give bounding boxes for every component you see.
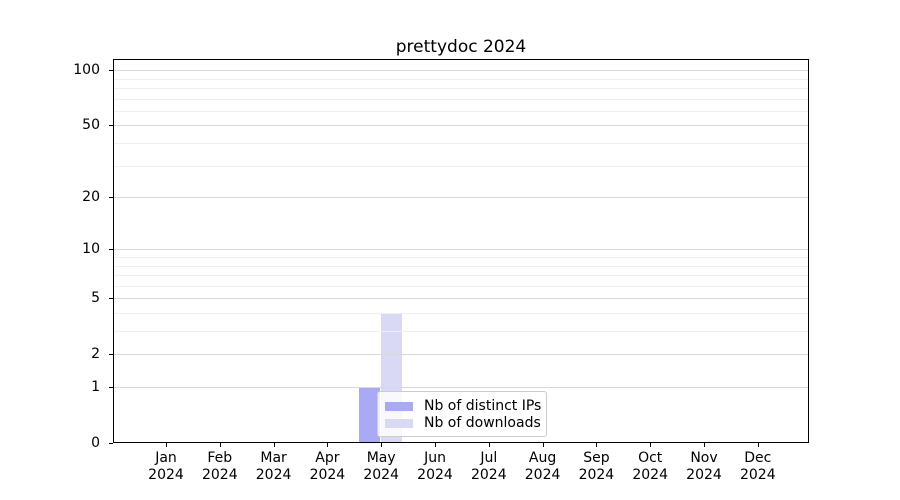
x-tick-month: Sep xyxy=(583,450,610,466)
y-tick-mark xyxy=(109,297,113,299)
x-tick-label: May 2024 xyxy=(346,450,416,484)
y-minor-gridline xyxy=(114,285,808,287)
x-tick-mark xyxy=(166,443,167,447)
x-tick-label: Mar 2024 xyxy=(239,450,309,484)
x-tick-month: Jun xyxy=(424,450,446,466)
x-tick-label: Jul 2024 xyxy=(454,450,524,484)
x-tick-year: 2024 xyxy=(632,467,668,483)
y-tick-label: 5 xyxy=(91,290,100,307)
y-tick-mark xyxy=(109,353,113,355)
y-tick-mark xyxy=(109,442,113,444)
y-tick-mark xyxy=(109,386,113,388)
x-tick-label: Oct 2024 xyxy=(615,450,685,484)
x-tick-mark xyxy=(327,443,329,447)
y-tick-label: 50 xyxy=(82,117,100,134)
legend-item-distinct-ips: Nb of distinct IPs xyxy=(385,398,546,415)
y-major-gridline xyxy=(114,298,808,300)
y-minor-gridline xyxy=(114,110,808,112)
x-tick-mark xyxy=(273,443,275,447)
y-tick-mark xyxy=(109,196,113,198)
x-tick-mark xyxy=(542,443,544,447)
x-tick-month: May xyxy=(366,450,396,466)
x-tick-mark xyxy=(219,443,221,447)
legend-item-downloads: Nb of downloads xyxy=(385,415,546,432)
y-major-gridline xyxy=(114,249,808,251)
y-minor-gridline xyxy=(114,88,808,89)
x-tick-year: 2024 xyxy=(578,467,615,483)
y-tick-mark xyxy=(109,124,113,126)
y-major-gridline xyxy=(114,197,808,199)
x-tick-month: Jan xyxy=(155,450,177,466)
x-tick-year: 2024 xyxy=(739,467,776,483)
x-tick-month: Aug xyxy=(528,450,557,466)
y-tick-label: 100 xyxy=(73,62,100,79)
x-tick-month: Apr xyxy=(315,450,340,466)
x-tick-mark xyxy=(488,443,490,447)
y-minor-gridline xyxy=(114,331,808,332)
x-tick-mark xyxy=(596,443,598,447)
x-tick-year: 2024 xyxy=(363,467,399,483)
x-tick-mark xyxy=(757,443,759,447)
y-tick-mark xyxy=(109,69,113,71)
x-tick-year: 2024 xyxy=(470,467,507,483)
x-tick-label: Dec 2024 xyxy=(723,450,793,484)
x-tick-label: Nov 2024 xyxy=(669,450,739,484)
x-tick-label: Feb 2024 xyxy=(185,450,255,484)
legend: Nb of distinct IPs Nb of downloads xyxy=(377,391,547,437)
x-tick-year: 2024 xyxy=(255,467,292,483)
x-tick-mark xyxy=(435,443,436,447)
bar-nb-of-distinct-ips xyxy=(359,387,381,443)
y-minor-gridline xyxy=(114,265,808,267)
x-tick-label: Aug 2024 xyxy=(508,450,578,484)
x-tick-month: Nov xyxy=(690,450,718,466)
y-tick-label: 0 xyxy=(91,435,100,451)
x-tick-month: Mar xyxy=(260,450,287,466)
x-tick-year: 2024 xyxy=(201,467,238,483)
y-minor-gridline xyxy=(114,165,808,167)
y-major-gridline xyxy=(114,354,808,356)
x-tick-year: 2024 xyxy=(524,467,561,483)
x-tick-month: Jul xyxy=(480,450,498,466)
y-major-gridline xyxy=(114,125,808,127)
legend-swatch-distinct-ips xyxy=(385,402,413,411)
y-tick-mark xyxy=(109,248,113,250)
y-minor-gridline xyxy=(114,98,808,100)
legend-swatch-downloads xyxy=(385,419,413,428)
x-tick-year: 2024 xyxy=(686,467,722,483)
y-tick-label: 2 xyxy=(91,346,100,363)
x-tick-year: 2024 xyxy=(148,467,184,483)
legend-label-downloads: Nb of downloads xyxy=(424,415,541,431)
plot-frame xyxy=(113,59,809,443)
y-tick-label: 10 xyxy=(82,241,100,258)
y-minor-gridline xyxy=(114,256,808,258)
x-tick-label: Sep 2024 xyxy=(561,450,631,484)
y-tick-label: 1 xyxy=(91,379,100,395)
x-tick-label: Jun 2024 xyxy=(400,450,470,484)
x-tick-year: 2024 xyxy=(417,467,453,483)
x-tick-month: Dec xyxy=(744,450,772,466)
chart-title: prettydoc 2024 xyxy=(395,37,527,57)
x-tick-year: 2024 xyxy=(309,467,346,483)
y-minor-gridline xyxy=(114,312,808,314)
legend-label-distinct-ips: Nb of distinct IPs xyxy=(424,398,542,414)
y-minor-gridline xyxy=(114,143,808,144)
x-tick-label: Apr 2024 xyxy=(292,450,362,484)
y-tick-label: 20 xyxy=(82,189,100,206)
x-tick-month: Feb xyxy=(207,450,233,466)
y-minor-gridline xyxy=(114,78,808,80)
y-major-gridline xyxy=(114,387,808,388)
y-major-gridline xyxy=(114,70,808,72)
x-tick-label: Jan 2024 xyxy=(131,450,201,484)
x-tick-mark xyxy=(704,443,705,447)
x-tick-mark xyxy=(650,443,652,447)
x-tick-month: Oct xyxy=(638,450,663,466)
x-tick-mark xyxy=(381,443,383,447)
y-minor-gridline xyxy=(114,275,808,277)
